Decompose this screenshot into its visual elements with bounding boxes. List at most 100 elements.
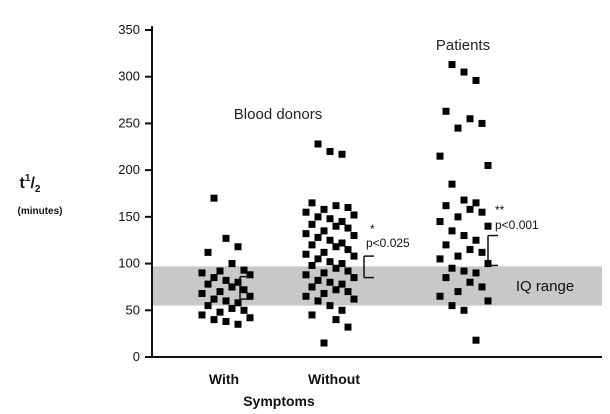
- data-point: [460, 267, 468, 275]
- data-point: [320, 339, 328, 347]
- data-point: [302, 292, 310, 300]
- data-point: [350, 211, 358, 219]
- data-point: [234, 243, 242, 251]
- data-point: [222, 234, 230, 242]
- annotation-patients: p<0.001: [495, 218, 539, 232]
- data-point: [460, 68, 468, 76]
- data-point: [308, 283, 316, 291]
- iq-brackets: [239, 234, 498, 300]
- y-axis-units: (minutes): [18, 206, 63, 217]
- data-point: [350, 274, 358, 282]
- data-point: [216, 288, 224, 296]
- data-point: [344, 246, 352, 254]
- data-point: [198, 311, 206, 319]
- iq-range-label: IQ range: [516, 278, 574, 295]
- data-point: [344, 204, 352, 212]
- data-point: [472, 199, 480, 207]
- iq-bracket: [487, 234, 498, 267]
- data-point: [436, 218, 444, 226]
- data-point: [460, 196, 468, 204]
- data-point: [210, 295, 218, 303]
- data-point: [436, 255, 444, 263]
- data-point: [454, 288, 462, 296]
- data-point: [436, 152, 444, 160]
- data-point: [466, 115, 474, 123]
- data-point: [484, 161, 492, 169]
- data-point: [314, 213, 322, 221]
- y-tick-label: 100: [118, 256, 140, 271]
- data-point: [478, 208, 486, 216]
- data-point: [204, 302, 212, 310]
- data-point: [448, 180, 456, 188]
- data-point: [472, 269, 480, 277]
- data-point: [204, 280, 212, 288]
- data-point: [326, 278, 334, 286]
- data-point: [448, 227, 456, 235]
- data-point: [228, 260, 236, 268]
- data-point: [454, 124, 462, 132]
- data-point: [308, 261, 316, 269]
- y-ticks: 0 50 100 150 200 250 300 350: [118, 22, 152, 364]
- data-point: [478, 283, 486, 291]
- data-point: [314, 233, 322, 241]
- data-point: [338, 280, 346, 288]
- patients-group-label: Patients: [436, 37, 490, 54]
- data-point: [448, 264, 456, 272]
- data-point: [246, 292, 254, 300]
- data-point: [326, 236, 334, 244]
- data-point: [344, 267, 352, 275]
- data-point: [246, 271, 254, 279]
- data-point: [320, 248, 328, 256]
- y-tick-label: 300: [118, 69, 140, 84]
- data-point: [210, 194, 218, 202]
- data-point: [338, 306, 346, 314]
- data-point: [344, 323, 352, 331]
- data-point: [442, 107, 450, 115]
- annotation-without: p<0.025: [366, 236, 410, 250]
- data-point: [332, 316, 340, 324]
- data-point: [246, 314, 254, 322]
- data-point: [338, 150, 346, 158]
- data-point: [216, 267, 224, 275]
- stars-patients: **: [495, 203, 505, 217]
- data-point: [466, 278, 474, 286]
- data-point: [332, 264, 340, 272]
- data-points: [198, 61, 492, 347]
- data-point: [478, 248, 486, 256]
- data-point: [222, 276, 230, 284]
- data-point: [442, 202, 450, 210]
- data-point: [210, 274, 218, 282]
- data-point: [484, 297, 492, 305]
- data-point: [332, 222, 340, 230]
- data-point: [314, 140, 322, 148]
- data-point: [308, 220, 316, 228]
- data-point: [302, 208, 310, 216]
- data-point: [320, 289, 328, 297]
- data-point: [338, 218, 346, 226]
- data-point: [228, 304, 236, 312]
- data-point: [466, 246, 474, 254]
- data-point: [484, 222, 492, 230]
- data-point: [314, 276, 322, 284]
- category-label-with: With: [209, 371, 239, 387]
- data-point: [314, 255, 322, 263]
- y-axis-label: t1/2: [20, 173, 41, 195]
- data-point: [344, 224, 352, 232]
- data-point: [222, 317, 230, 325]
- data-point: [320, 269, 328, 277]
- data-point: [216, 308, 224, 316]
- iq-bracket: [239, 275, 250, 300]
- data-point: [228, 283, 236, 291]
- data-point: [338, 260, 346, 268]
- x-axis-title: Symptoms: [243, 393, 315, 409]
- data-point: [210, 316, 218, 324]
- data-point: [240, 266, 248, 274]
- data-point: [198, 289, 206, 297]
- data-point: [320, 227, 328, 235]
- data-point: [466, 205, 474, 213]
- data-point: [472, 236, 480, 244]
- data-point: [350, 252, 358, 260]
- data-point: [472, 336, 480, 344]
- data-point: [448, 61, 456, 69]
